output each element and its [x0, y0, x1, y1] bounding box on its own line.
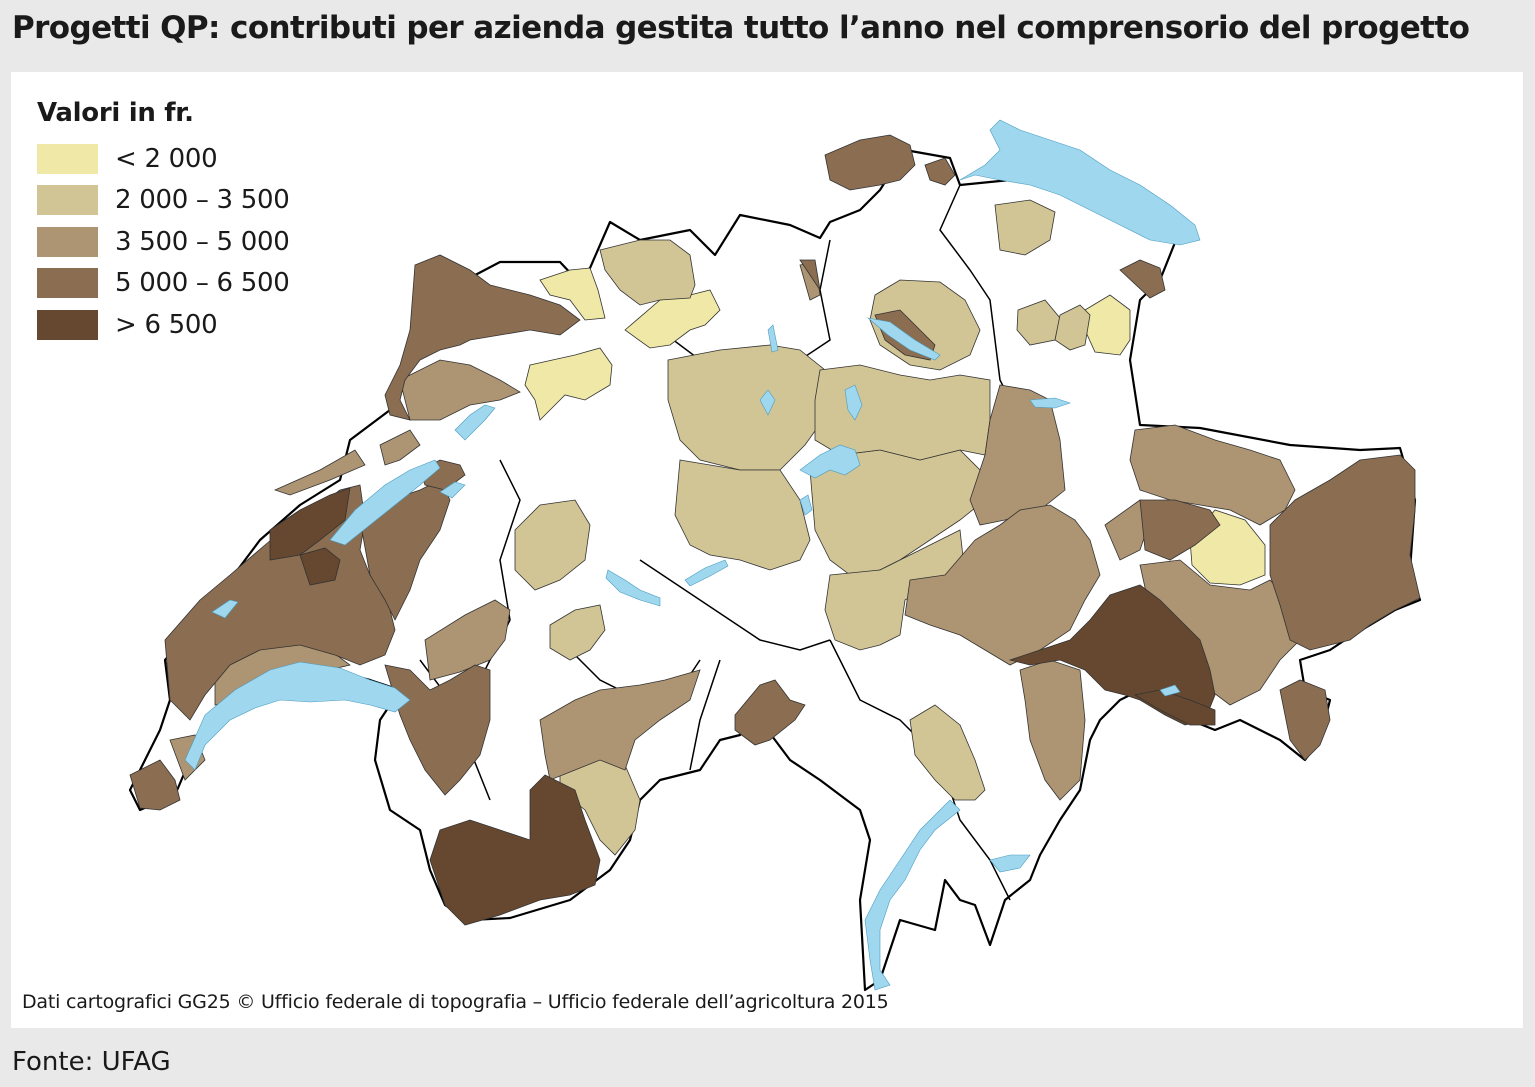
- regions-class-5000-6500: [129, 134, 1421, 811]
- lake-morat: [439, 481, 466, 499]
- lake-joux: [211, 599, 239, 619]
- legend-swatch: [37, 143, 98, 174]
- lake-brienz: [684, 559, 729, 587]
- lake-thun: [605, 569, 661, 607]
- legend-swatch: [37, 268, 98, 299]
- map-title: Progetti QP: contributi per azienda gest…: [12, 10, 1470, 46]
- regions-class-2000-3500: [514, 199, 1091, 856]
- lake-zurich: [866, 317, 941, 361]
- lake-maggiore: [864, 799, 961, 991]
- legend-label: < 2 000: [115, 143, 218, 174]
- lake-lucerne: [799, 444, 861, 479]
- lake-biel: [454, 404, 496, 441]
- legend-item: < 2 000: [37, 138, 290, 180]
- lake-neuchatel: [329, 459, 441, 546]
- legend-item: 2 000 – 3 500: [37, 180, 290, 222]
- lake-geneva: [184, 661, 411, 771]
- legend-swatch: [37, 309, 98, 340]
- legend-item: 3 500 – 5 000: [37, 221, 290, 263]
- lakes: [184, 119, 1201, 991]
- legend-label: 2 000 – 3 500: [115, 185, 290, 216]
- legend-label: 5 000 – 6 500: [115, 268, 290, 299]
- lake-sils: [1159, 684, 1181, 697]
- lake-sarnen: [799, 494, 813, 516]
- lake-hallwil: [767, 324, 779, 353]
- legend: Valori in fr. < 2 000 2 000 – 3 500 3 50…: [37, 98, 290, 346]
- legend-label: 3 500 – 5 000: [115, 226, 290, 257]
- lake-sempach: [759, 389, 776, 416]
- lake-lugano: [989, 854, 1031, 873]
- lake-walen: [1029, 397, 1071, 409]
- data-source: Fonte: UFAG: [12, 1047, 171, 1077]
- legend-title: Valori in fr.: [37, 98, 194, 128]
- legend-item: > 6 500: [37, 304, 290, 346]
- lake-zug: [844, 384, 863, 421]
- map-credit: Dati cartografici GG25 © Ufficio federal…: [22, 991, 889, 1013]
- legend-label: > 6 500: [115, 309, 218, 340]
- legend-swatch: [37, 185, 98, 216]
- lake-constance: [959, 119, 1201, 246]
- legend-swatch: [37, 226, 98, 257]
- legend-item: 5 000 – 6 500: [37, 263, 290, 305]
